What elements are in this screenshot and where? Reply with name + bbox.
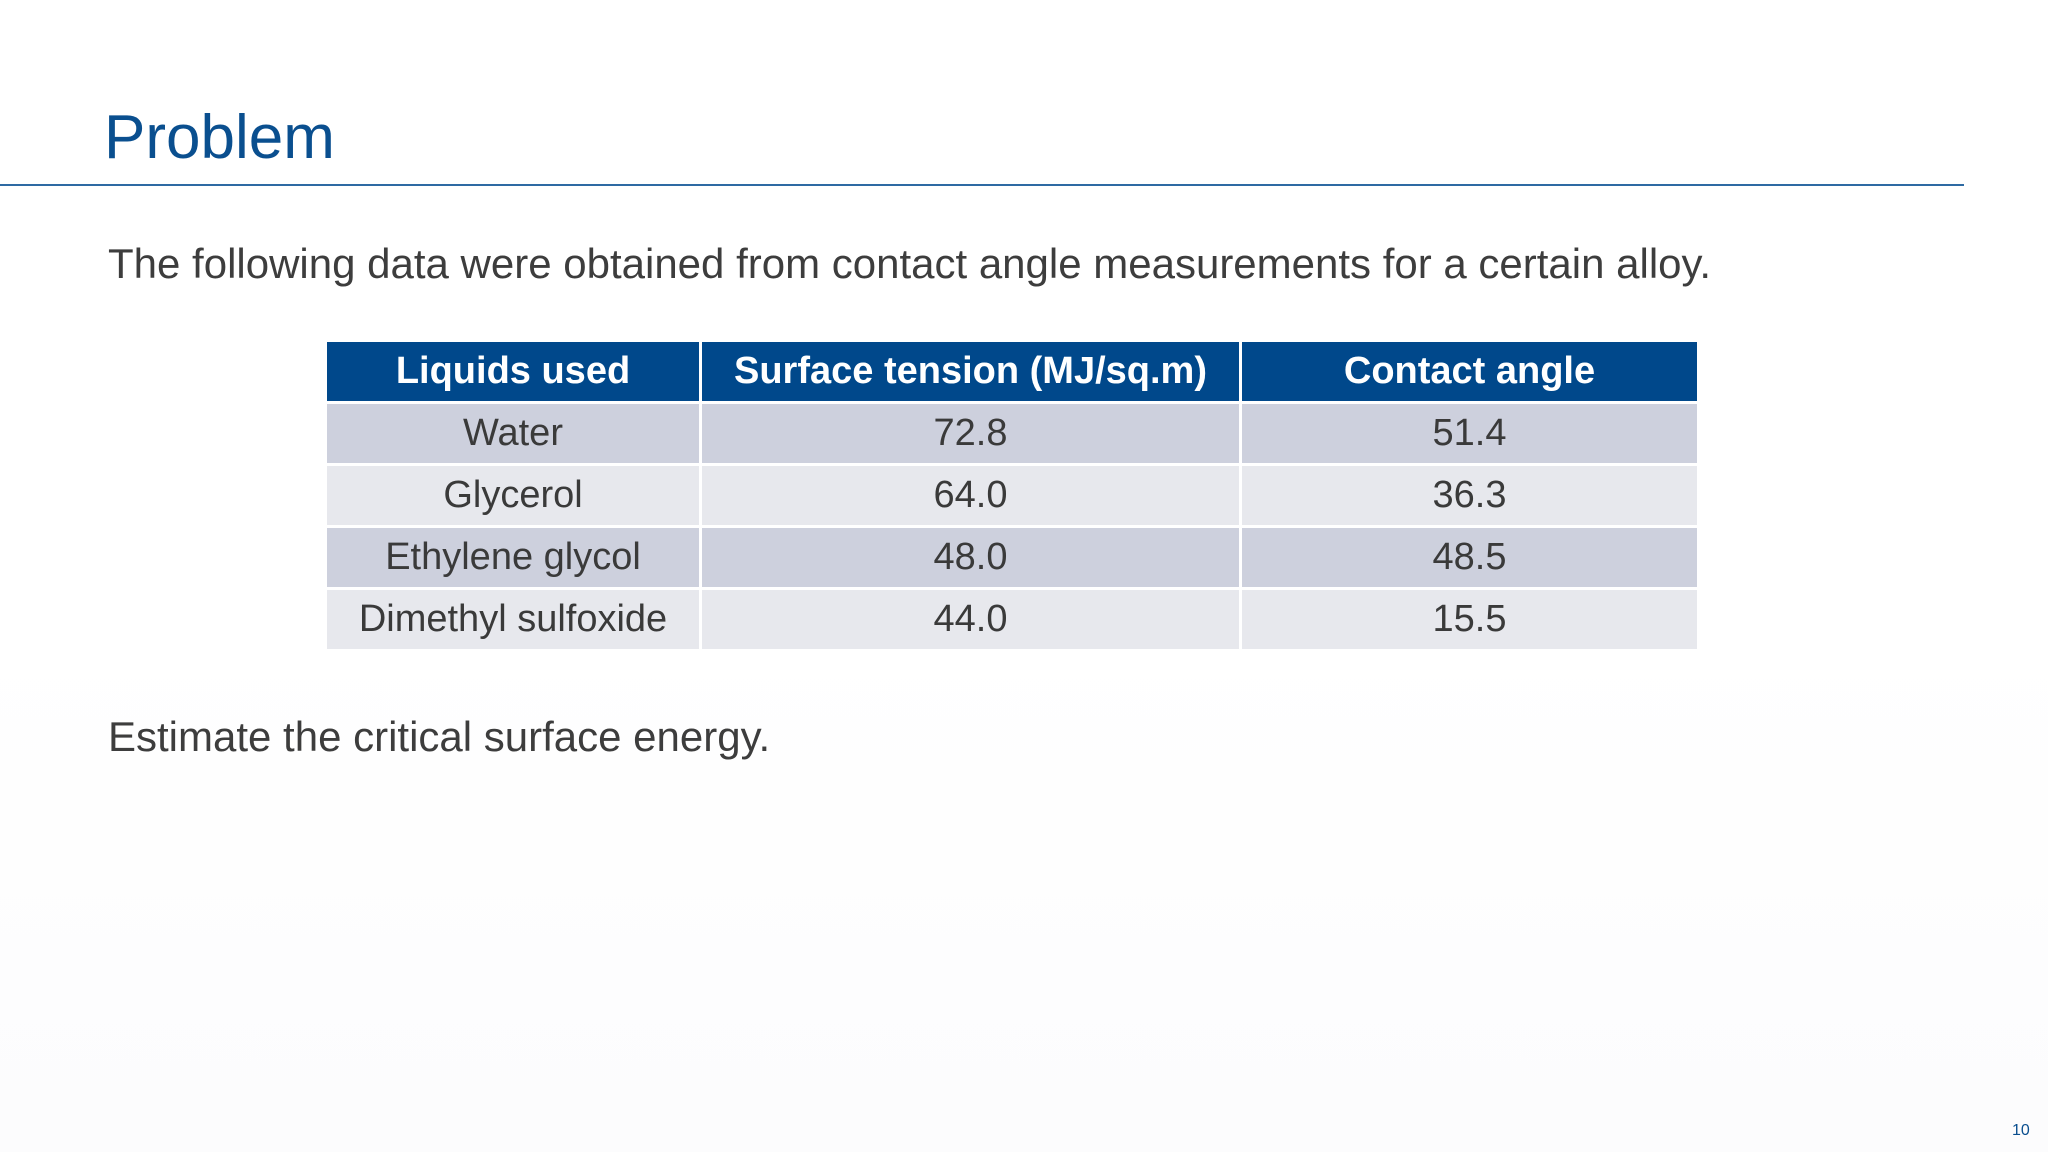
cell-surface-tension: 48.0 [702, 528, 1239, 587]
cell-liquid: Dimethyl sulfoxide [327, 590, 699, 649]
cell-liquid: Water [327, 404, 699, 463]
table-row: Ethylene glycol 48.0 48.5 [327, 528, 1697, 587]
data-table: Liquids used Surface tension (MJ/sq.m) C… [324, 339, 1700, 652]
cell-surface-tension: 44.0 [702, 590, 1239, 649]
cell-liquid: Glycerol [327, 466, 699, 525]
question-text: Estimate the critical surface energy. [108, 713, 771, 760]
cell-contact-angle: 36.3 [1242, 466, 1697, 525]
slide-number: 10 [2012, 1122, 2030, 1139]
title-divider [0, 184, 1964, 186]
header-liquids-used: Liquids used [327, 342, 699, 401]
table-header-row: Liquids used Surface tension (MJ/sq.m) C… [327, 342, 1697, 401]
table-row: Dimethyl sulfoxide 44.0 15.5 [327, 590, 1697, 649]
table-row: Water 72.8 51.4 [327, 404, 1697, 463]
cell-contact-angle: 15.5 [1242, 590, 1697, 649]
cell-contact-angle: 48.5 [1242, 528, 1697, 587]
table-row: Glycerol 64.0 36.3 [327, 466, 1697, 525]
header-surface-tension: Surface tension (MJ/sq.m) [702, 342, 1239, 401]
cell-liquid: Ethylene glycol [327, 528, 699, 587]
cell-surface-tension: 72.8 [702, 404, 1239, 463]
cell-contact-angle: 51.4 [1242, 404, 1697, 463]
cell-surface-tension: 64.0 [702, 466, 1239, 525]
intro-text: The following data were obtained from co… [108, 240, 1712, 287]
header-contact-angle: Contact angle [1242, 342, 1697, 401]
slide-title: Problem [104, 103, 335, 172]
